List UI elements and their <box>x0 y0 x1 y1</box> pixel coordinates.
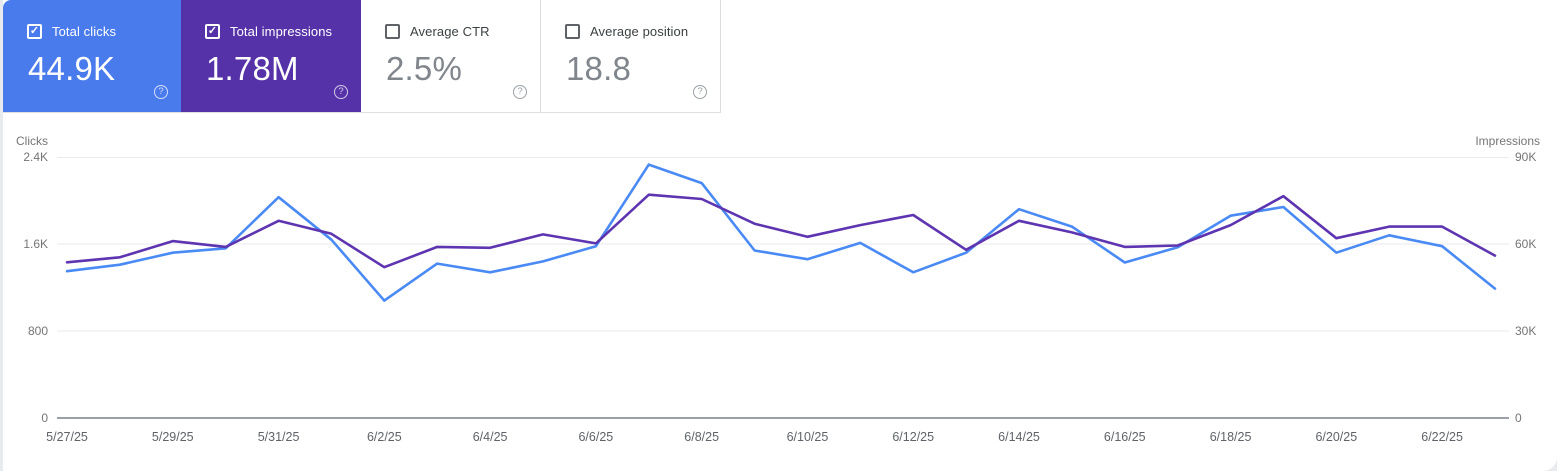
x-axis-line <box>57 417 1509 419</box>
help-icon[interactable]: ? <box>693 85 707 99</box>
card-label: Average CTR <box>410 24 490 39</box>
metric-card-average-ctr[interactable]: Average CTR 2.5% ? <box>361 0 541 112</box>
x-axis-date-label: 6/12/25 <box>892 430 935 444</box>
help-icon[interactable]: ? <box>513 85 527 99</box>
right-axis-title: Impressions <box>1475 134 1540 148</box>
x-axis-date-label: 6/6/25 <box>578 430 614 444</box>
card-header: ✓ Total impressions <box>181 0 361 39</box>
x-axis-date-label: 6/2/25 <box>366 430 402 444</box>
card-label: Average position <box>590 24 689 39</box>
total-clicks-value: 44.9K <box>28 50 116 87</box>
performance-line-chart[interactable] <box>57 157 1509 418</box>
metric-card-total-clicks[interactable]: ✓ Total clicks 44.9K ? <box>3 0 181 112</box>
metric-cards-row: ✓ Total clicks 44.9K ? ✓ Total impressio… <box>3 0 721 113</box>
checkbox-checked-icon[interactable]: ✓ <box>205 24 220 39</box>
page-edge-strip <box>0 0 3 471</box>
left-axis-tick: 0 <box>41 410 48 425</box>
right-axis-tick: 30K <box>1515 323 1537 338</box>
right-axis-tick: 0 <box>1515 410 1522 425</box>
total-impressions-value: 1.78M <box>206 50 299 87</box>
x-axis-date-label: 5/29/25 <box>151 430 194 444</box>
left-axis-tick: 2.4K <box>23 150 48 164</box>
card-label: Total impressions <box>230 24 333 39</box>
x-axis-date-label: 6/14/25 <box>998 430 1040 444</box>
right-axis-tick: 90K <box>1515 150 1537 164</box>
help-icon[interactable]: ? <box>334 85 348 99</box>
card-header: ✓ Total clicks <box>3 0 181 39</box>
checkbox-unchecked-icon[interactable] <box>385 24 400 39</box>
clicks-line[interactable] <box>65 163 1497 302</box>
x-axis-date-label: 6/10/25 <box>786 430 829 444</box>
left-axis-tick: 1.6K <box>23 236 48 251</box>
panel-rounded-corner <box>1539 455 1557 471</box>
left-axis-title: Clicks <box>16 134 48 148</box>
card-label: Total clicks <box>52 24 117 39</box>
x-axis-date-label: 6/22/25 <box>1421 430 1463 444</box>
impressions-line[interactable] <box>65 193 1497 269</box>
average-ctr-value: 2.5% <box>386 50 463 87</box>
left-axis-tick: 800 <box>27 323 48 338</box>
right-axis-tick: 60K <box>1515 236 1537 251</box>
x-axis-date-label: 6/8/25 <box>684 430 720 444</box>
help-icon[interactable]: ? <box>154 85 168 99</box>
x-axis-date-label: 6/18/25 <box>1209 430 1252 444</box>
checkbox-unchecked-icon[interactable] <box>565 24 580 39</box>
average-position-value: 18.8 <box>566 50 632 87</box>
x-axis-date-label: 5/27/25 <box>46 430 88 444</box>
card-header: Average position <box>541 0 720 39</box>
x-axis-date-label: 6/16/25 <box>1103 430 1146 444</box>
x-axis-date-label: 6/20/25 <box>1315 430 1358 444</box>
x-axis-date-label: 5/31/25 <box>257 430 300 444</box>
card-header: Average CTR <box>361 0 540 39</box>
x-axis-date-label: 6/4/25 <box>472 430 508 444</box>
metric-card-average-position[interactable]: Average position 18.8 ? <box>541 0 721 112</box>
metric-card-total-impressions[interactable]: ✓ Total impressions 1.78M ? <box>181 0 361 112</box>
checkbox-checked-icon[interactable]: ✓ <box>27 24 42 39</box>
